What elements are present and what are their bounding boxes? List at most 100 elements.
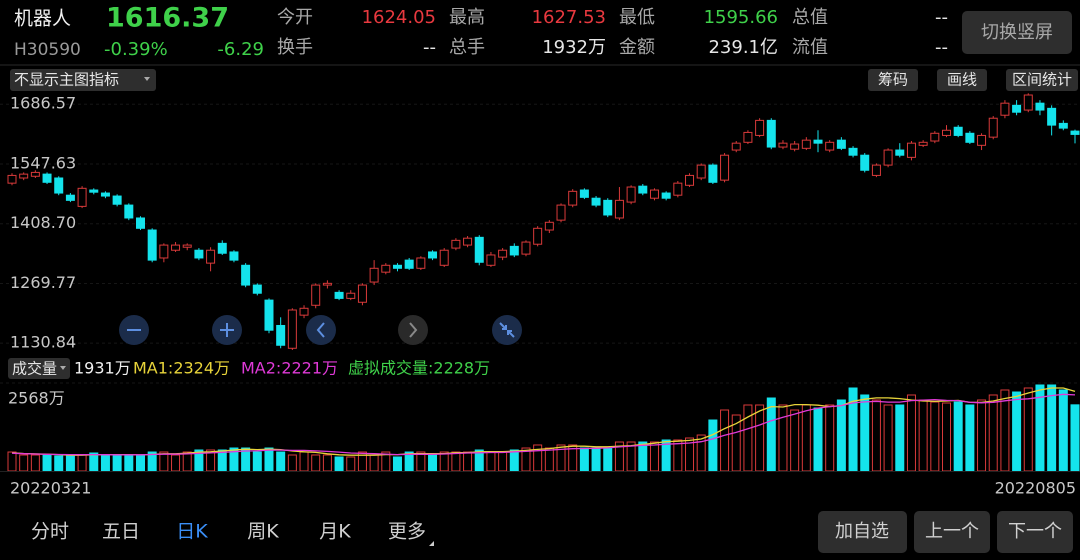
reset-icon [499, 322, 515, 338]
candle-body [813, 139, 823, 144]
volume-bar [906, 394, 916, 472]
volume-bar [463, 451, 473, 472]
legend-entry: MA2:2221万 [241, 359, 338, 378]
candle-body [30, 171, 40, 177]
stat-label: 总值 [792, 7, 828, 28]
switch-button-label[interactable]: 切换竖屏 [981, 22, 1053, 43]
volume-bar [988, 394, 998, 472]
candle-body [790, 143, 800, 150]
volume-bar [895, 404, 905, 472]
candle-body [369, 267, 379, 283]
volume-bar [509, 449, 519, 472]
volume-legend: 成交量 1931万 MA1:2324万 MA2:2221万 虚拟成交量:2228… [8, 358, 490, 379]
volume-bar [498, 451, 508, 472]
volume-bar [439, 451, 449, 472]
candle-body [836, 139, 846, 149]
switch-button[interactable] [962, 11, 1072, 54]
action-label[interactable]: 上一个 [925, 521, 979, 542]
candle-body [334, 291, 344, 299]
candle-body [883, 149, 893, 166]
stat-label: 总手 [449, 37, 485, 58]
candle-body [1035, 102, 1045, 111]
candle-body [392, 264, 402, 269]
volume-bar [790, 409, 800, 472]
action-button[interactable] [914, 511, 990, 553]
candle-body [381, 264, 391, 273]
candle-body [579, 189, 589, 198]
volume-bar [100, 454, 110, 472]
candle-body [638, 185, 648, 194]
toolbar-button[interactable] [937, 69, 987, 91]
volume-bar [1000, 389, 1010, 472]
action-button[interactable] [818, 511, 907, 553]
action-label[interactable]: 下一个 [1008, 521, 1062, 542]
candle-body [322, 282, 332, 286]
action-button[interactable] [997, 511, 1073, 553]
candle-body [19, 173, 29, 179]
volume-bar [673, 439, 683, 472]
volume-bar [112, 454, 122, 472]
tab[interactable]: 更多 [388, 521, 426, 543]
volume-bar [766, 397, 776, 472]
tab[interactable]: 日K [176, 521, 208, 543]
toolbar-button-label[interactable]: 区间统计 [1012, 71, 1072, 89]
toolbar-button[interactable] [868, 69, 918, 91]
volume-bar [836, 399, 846, 472]
reset-button[interactable] [492, 315, 522, 345]
tab[interactable]: 五日 [102, 521, 140, 543]
y-tick-label: 1130.84 [10, 333, 76, 352]
volume-bar [334, 456, 344, 472]
volume-bar [544, 447, 554, 472]
stat-label: 最低 [619, 7, 655, 28]
candle-body [42, 173, 52, 183]
candle-body [825, 141, 835, 151]
candle-body [906, 142, 916, 158]
volume-select[interactable] [8, 358, 70, 379]
indicator-label[interactable]: 不显示主图指标 [14, 71, 119, 89]
candle-body [54, 177, 64, 194]
candle-body [276, 324, 286, 346]
volume-bar [801, 404, 811, 472]
indicator-select[interactable] [10, 69, 156, 91]
volume-bar [77, 454, 87, 472]
toolbar-button-label[interactable]: 筹码 [878, 71, 908, 89]
candle-body [591, 197, 601, 206]
volume-bar [813, 407, 823, 472]
candle-body [871, 164, 881, 176]
candle-body [895, 149, 905, 156]
candle-body [474, 236, 484, 263]
volume-bar [720, 409, 730, 472]
volume-bar [392, 456, 402, 472]
stat-value: -- [935, 37, 948, 58]
action-label[interactable]: 加自选 [835, 521, 889, 542]
candle-body [965, 132, 975, 143]
stat-label: 最高 [449, 7, 485, 28]
candle-body [649, 189, 659, 199]
candle-body [544, 221, 554, 231]
stock-name: 机器人 [14, 8, 71, 30]
volume-bar [1047, 384, 1057, 472]
candle-body [77, 187, 87, 207]
tab[interactable]: 分时 [31, 521, 69, 543]
zoom-in-icon [220, 323, 234, 337]
y-tick-label: 1408.70 [10, 213, 76, 232]
toolbar-button-label[interactable]: 画线 [947, 71, 977, 89]
stock-code: H30590 [14, 40, 81, 60]
tab[interactable]: 月K [319, 521, 351, 543]
volume-title[interactable]: 成交量 [12, 360, 57, 378]
y-tick-label: 2568万 [8, 389, 65, 408]
volume-bar [1058, 389, 1068, 472]
volume-bar [591, 447, 601, 472]
volume-bar [19, 454, 29, 472]
candle-body [755, 119, 765, 136]
next-button[interactable] [398, 315, 428, 345]
prev-button[interactable] [306, 315, 336, 345]
tab[interactable]: 周K [247, 521, 279, 543]
volume-chart: 2568万 20220321 20220805 [0, 382, 1080, 498]
volume-bar [883, 404, 893, 472]
candle-body [614, 199, 624, 219]
candle-body [135, 217, 145, 229]
volume-bar [54, 455, 64, 472]
candle-body [696, 164, 706, 179]
toolbar-button[interactable] [1006, 69, 1078, 91]
